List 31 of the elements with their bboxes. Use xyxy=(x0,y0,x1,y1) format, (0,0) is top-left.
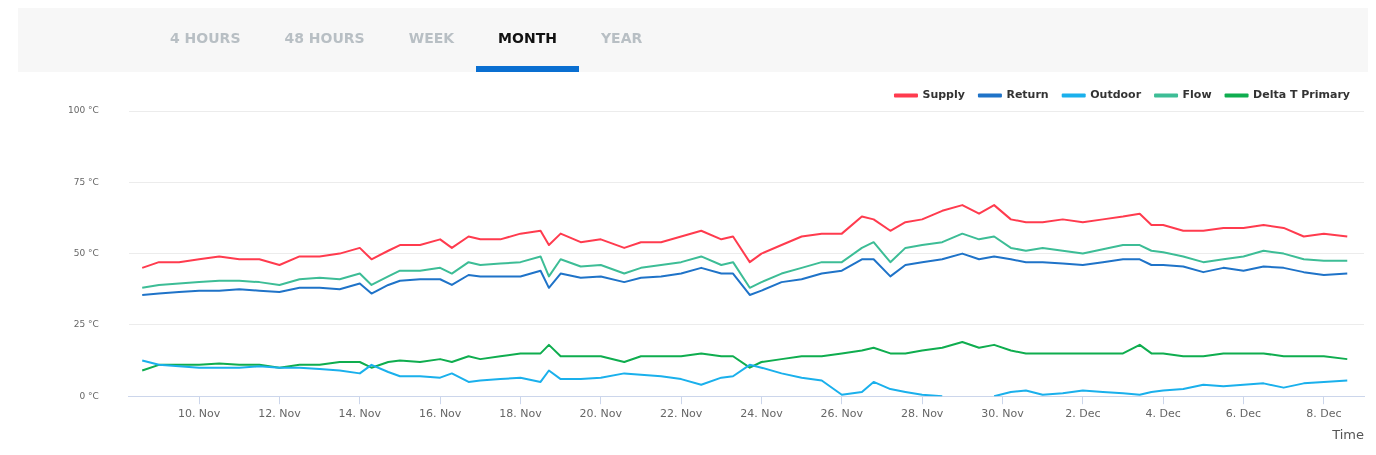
legend-label: Delta T Primary xyxy=(1253,88,1351,102)
x-tick-label: 6. Dec xyxy=(1225,406,1262,420)
x-tick-label: 10. Nov xyxy=(177,406,221,420)
legend-label: Return xyxy=(1006,88,1049,102)
x-tick-label: 2. Dec xyxy=(1065,406,1101,420)
x-tick-label: 24. Nov xyxy=(740,406,784,420)
text: 4 HOURS xyxy=(169,29,242,48)
x-tick-label: 16. Nov xyxy=(418,406,462,420)
y-tick-label: 50 °C xyxy=(73,247,99,258)
x-tick-label: 12. Nov xyxy=(258,406,302,420)
x-tick-label: 22. Nov xyxy=(659,406,703,420)
x-tick-label: 20. Nov xyxy=(579,406,623,420)
y-tick-label: 75 °C xyxy=(73,176,99,187)
legend-label: Supply xyxy=(922,88,965,102)
y-tick-label: 25 °C xyxy=(73,319,99,330)
y-tick-label: 100 °C xyxy=(68,105,99,116)
x-tick-label: 8. Dec xyxy=(1306,406,1342,420)
text: YEAR xyxy=(599,29,644,48)
x-tick-label: 14. Nov xyxy=(338,406,382,420)
x-tick-label: 4. Dec xyxy=(1145,406,1181,420)
x-axis-title: Time xyxy=(1331,426,1364,442)
y-tick-label: 0 °C xyxy=(79,390,99,401)
text: WEEK xyxy=(407,29,456,48)
x-tick-label: 26. Nov xyxy=(820,406,864,420)
x-tick-label: 28. Nov xyxy=(900,406,944,420)
text: 48 HOURS xyxy=(283,29,366,48)
legend-label: Flow xyxy=(1182,88,1212,102)
x-tick-label: 18. Nov xyxy=(499,406,543,420)
legend-label: Outdoor xyxy=(1090,88,1142,102)
text: MONTH xyxy=(476,10,579,72)
x-tick-label: 30. Nov xyxy=(981,406,1025,420)
